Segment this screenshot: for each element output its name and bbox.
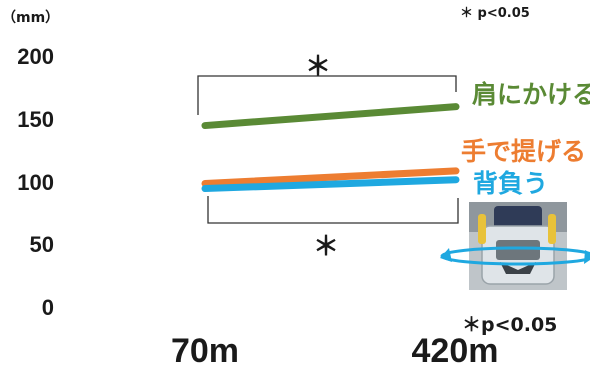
x-tick-label-420m: 420m <box>412 332 499 365</box>
rotation-arrowhead-right-icon <box>584 250 590 264</box>
lower-bracket <box>207 196 459 224</box>
significance-note-top: ＊ p<0.05 <box>460 6 530 21</box>
significance-note-bottom: ＊p<0.05 <box>462 314 557 336</box>
photo-backpack-panel <box>496 240 540 260</box>
x-axis-ticks: 70m 420m <box>171 332 499 365</box>
series-label-back: 背負う <box>473 169 548 198</box>
y-tick-label: 150 <box>17 107 54 132</box>
significance-star-upper: ＊ <box>305 52 331 82</box>
y-tick-label: 100 <box>17 170 54 195</box>
series-line-hand <box>201 167 460 188</box>
x-tick-label-70m: 70m <box>171 332 239 365</box>
rotation-arrowhead-left-icon <box>440 248 452 262</box>
significance-brackets: ＊ ＊ <box>197 52 459 262</box>
series-lines <box>201 103 460 193</box>
y-tick-label: 200 <box>17 44 54 69</box>
series-label-hand: 手で提げる <box>461 137 586 166</box>
y-unit-label: （mm） <box>2 10 59 26</box>
significance-star-lower: ＊ <box>313 232 339 262</box>
series-label-shoulder: 肩にかける <box>472 80 590 109</box>
y-tick-label: 50 <box>30 232 54 257</box>
photo-backpack-strap-left <box>478 214 486 244</box>
photo-backpack-strap-right <box>548 214 556 244</box>
y-axis-ticks: 200 150 100 50 0 <box>17 44 54 320</box>
photo-backpack-emblem <box>500 262 536 274</box>
backpack-photo <box>440 202 590 290</box>
upper-bracket <box>197 75 457 115</box>
y-tick-label: 0 <box>42 295 54 320</box>
series-line-back <box>201 176 460 193</box>
series-line-shoulder <box>201 103 460 130</box>
